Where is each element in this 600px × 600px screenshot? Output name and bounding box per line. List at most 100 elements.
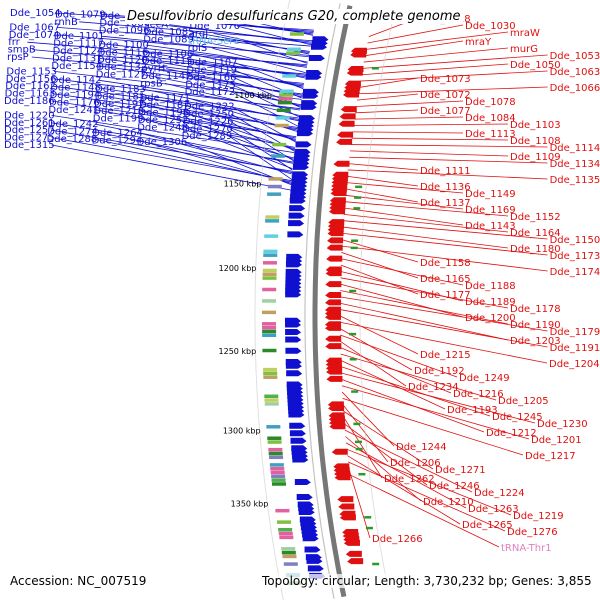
leader-line [339, 309, 548, 348]
leader-line [346, 448, 512, 516]
gene-label: rpsB [140, 78, 163, 89]
gene-class-block [264, 402, 279, 406]
reverse-gene-arrow [328, 405, 345, 412]
gene-class-block [286, 51, 301, 55]
gene-label: Dde_1077 [420, 106, 471, 117]
gene-label: Dde_1205 [498, 396, 549, 407]
forward-gene-arrow [296, 130, 313, 137]
gene-label: Dde_1108 [510, 136, 561, 147]
reverse-gene-arrow [330, 189, 347, 196]
gene-label: Dde_1178 [510, 304, 561, 315]
gene-class-block [279, 93, 294, 97]
reverse-gene-arrow [325, 343, 342, 350]
gene-label: Dde_1174 [550, 267, 600, 278]
leader-line [228, 135, 292, 180]
gene-class-block [277, 100, 292, 105]
forward-gene-arrow [287, 231, 304, 238]
gene-label: Dde_1274 [47, 127, 98, 138]
gene-label: Dde_1315 [4, 140, 55, 151]
gene-label: Dde_1107 [187, 58, 238, 69]
gene-label: Dde_1234 [408, 382, 459, 393]
gene-label: mraW [510, 28, 540, 39]
gene-label: Dde_1264 [92, 128, 143, 139]
leader-line [360, 70, 548, 82]
forward-gene-arrow [292, 456, 309, 463]
leader-line [98, 79, 300, 111]
reverse-gene-arrow [346, 69, 363, 76]
gene-label: Dde_1192 [414, 366, 465, 377]
leader-line [51, 115, 295, 154]
leader-line [344, 201, 509, 217]
forward-gene-arrow [285, 291, 302, 298]
leader-line [184, 127, 293, 170]
gene-label: Dde_1072 [420, 90, 471, 101]
gene-class-block [281, 550, 296, 555]
reverse-gene-arrow [325, 324, 342, 331]
gene-marker [353, 207, 361, 210]
forward-gene-arrow [298, 509, 315, 516]
leader-line [140, 110, 295, 150]
leader-line [341, 385, 530, 440]
gene-label: Dde_1220 [4, 110, 55, 121]
gene-label: Dde_1270 [182, 124, 233, 135]
leader-line [345, 188, 419, 203]
leader-line [339, 328, 413, 371]
kbp-tick-label: 1200 kbp [219, 264, 257, 273]
gene-label: Dde_1119 [186, 65, 237, 76]
leader-line [352, 131, 464, 134]
gene-label: Dde_1166 [186, 72, 237, 83]
gene-label: Dde_1127 [96, 70, 147, 81]
gene-label: Dde_1242 [48, 119, 99, 130]
gene-label: Dde_1171 [140, 93, 191, 104]
leader-line [185, 119, 294, 160]
gene-marker [354, 196, 362, 199]
leader-line [241, 40, 308, 64]
forward-gene-arrow [296, 494, 313, 501]
gene-label: Dde_1063 [550, 67, 600, 78]
gene-class-block [267, 436, 282, 440]
leader-line [53, 71, 302, 100]
leader-line [186, 104, 296, 142]
gene-label: Dde_1248 [137, 122, 188, 133]
leader-line [341, 252, 419, 279]
reverse-gene-arrow [329, 423, 346, 430]
forward-gene-arrow [305, 73, 322, 80]
gene-label: Dde_1054 [10, 8, 61, 19]
gene-label: Dde_1173 [550, 251, 600, 262]
leader-line [345, 442, 467, 509]
reverse-gene-arrow [336, 138, 353, 145]
forward-gene-arrow [300, 103, 317, 110]
gene-class-block [265, 215, 280, 219]
gene-class-block [289, 32, 304, 36]
gene-label: Dde_1086 [99, 18, 150, 29]
gene-label: Dde_1190 [510, 320, 561, 331]
genome-title: Desulfovibrio desulfuricans G20, complet… [125, 9, 463, 24]
gene-marker [351, 239, 359, 242]
forward-gene-arrow [289, 422, 306, 429]
leader-line [367, 24, 464, 44]
leader-line [343, 410, 434, 470]
gene-label: Dde_1241 [48, 105, 99, 116]
gene-marker [358, 472, 366, 476]
gene-label: Dde_1271 [435, 465, 486, 476]
gene-features [262, 32, 380, 585]
gene-label: Dde_1217 [525, 451, 576, 462]
leader-line [350, 144, 548, 148]
leader-line [145, 44, 307, 68]
reverse-gene-arrow [339, 514, 356, 521]
reverse-gene-arrow [326, 244, 343, 251]
leader-line [56, 27, 311, 47]
leader-line [363, 47, 509, 63]
gene-class-block [270, 154, 285, 158]
leader-line [143, 66, 303, 96]
gene-label: tRNA-Thr1 [501, 543, 552, 554]
gene-label: frr [8, 37, 20, 48]
gene-label: Dde_1183 [95, 84, 146, 95]
gene-label: rplS [188, 43, 208, 54]
gene-label: Dde_1249 [459, 373, 510, 384]
leader-line [361, 63, 509, 76]
leader-line [340, 334, 458, 378]
gene-class-block [262, 276, 277, 280]
gene-label: rnhB [54, 17, 78, 28]
leader-line [359, 77, 419, 88]
